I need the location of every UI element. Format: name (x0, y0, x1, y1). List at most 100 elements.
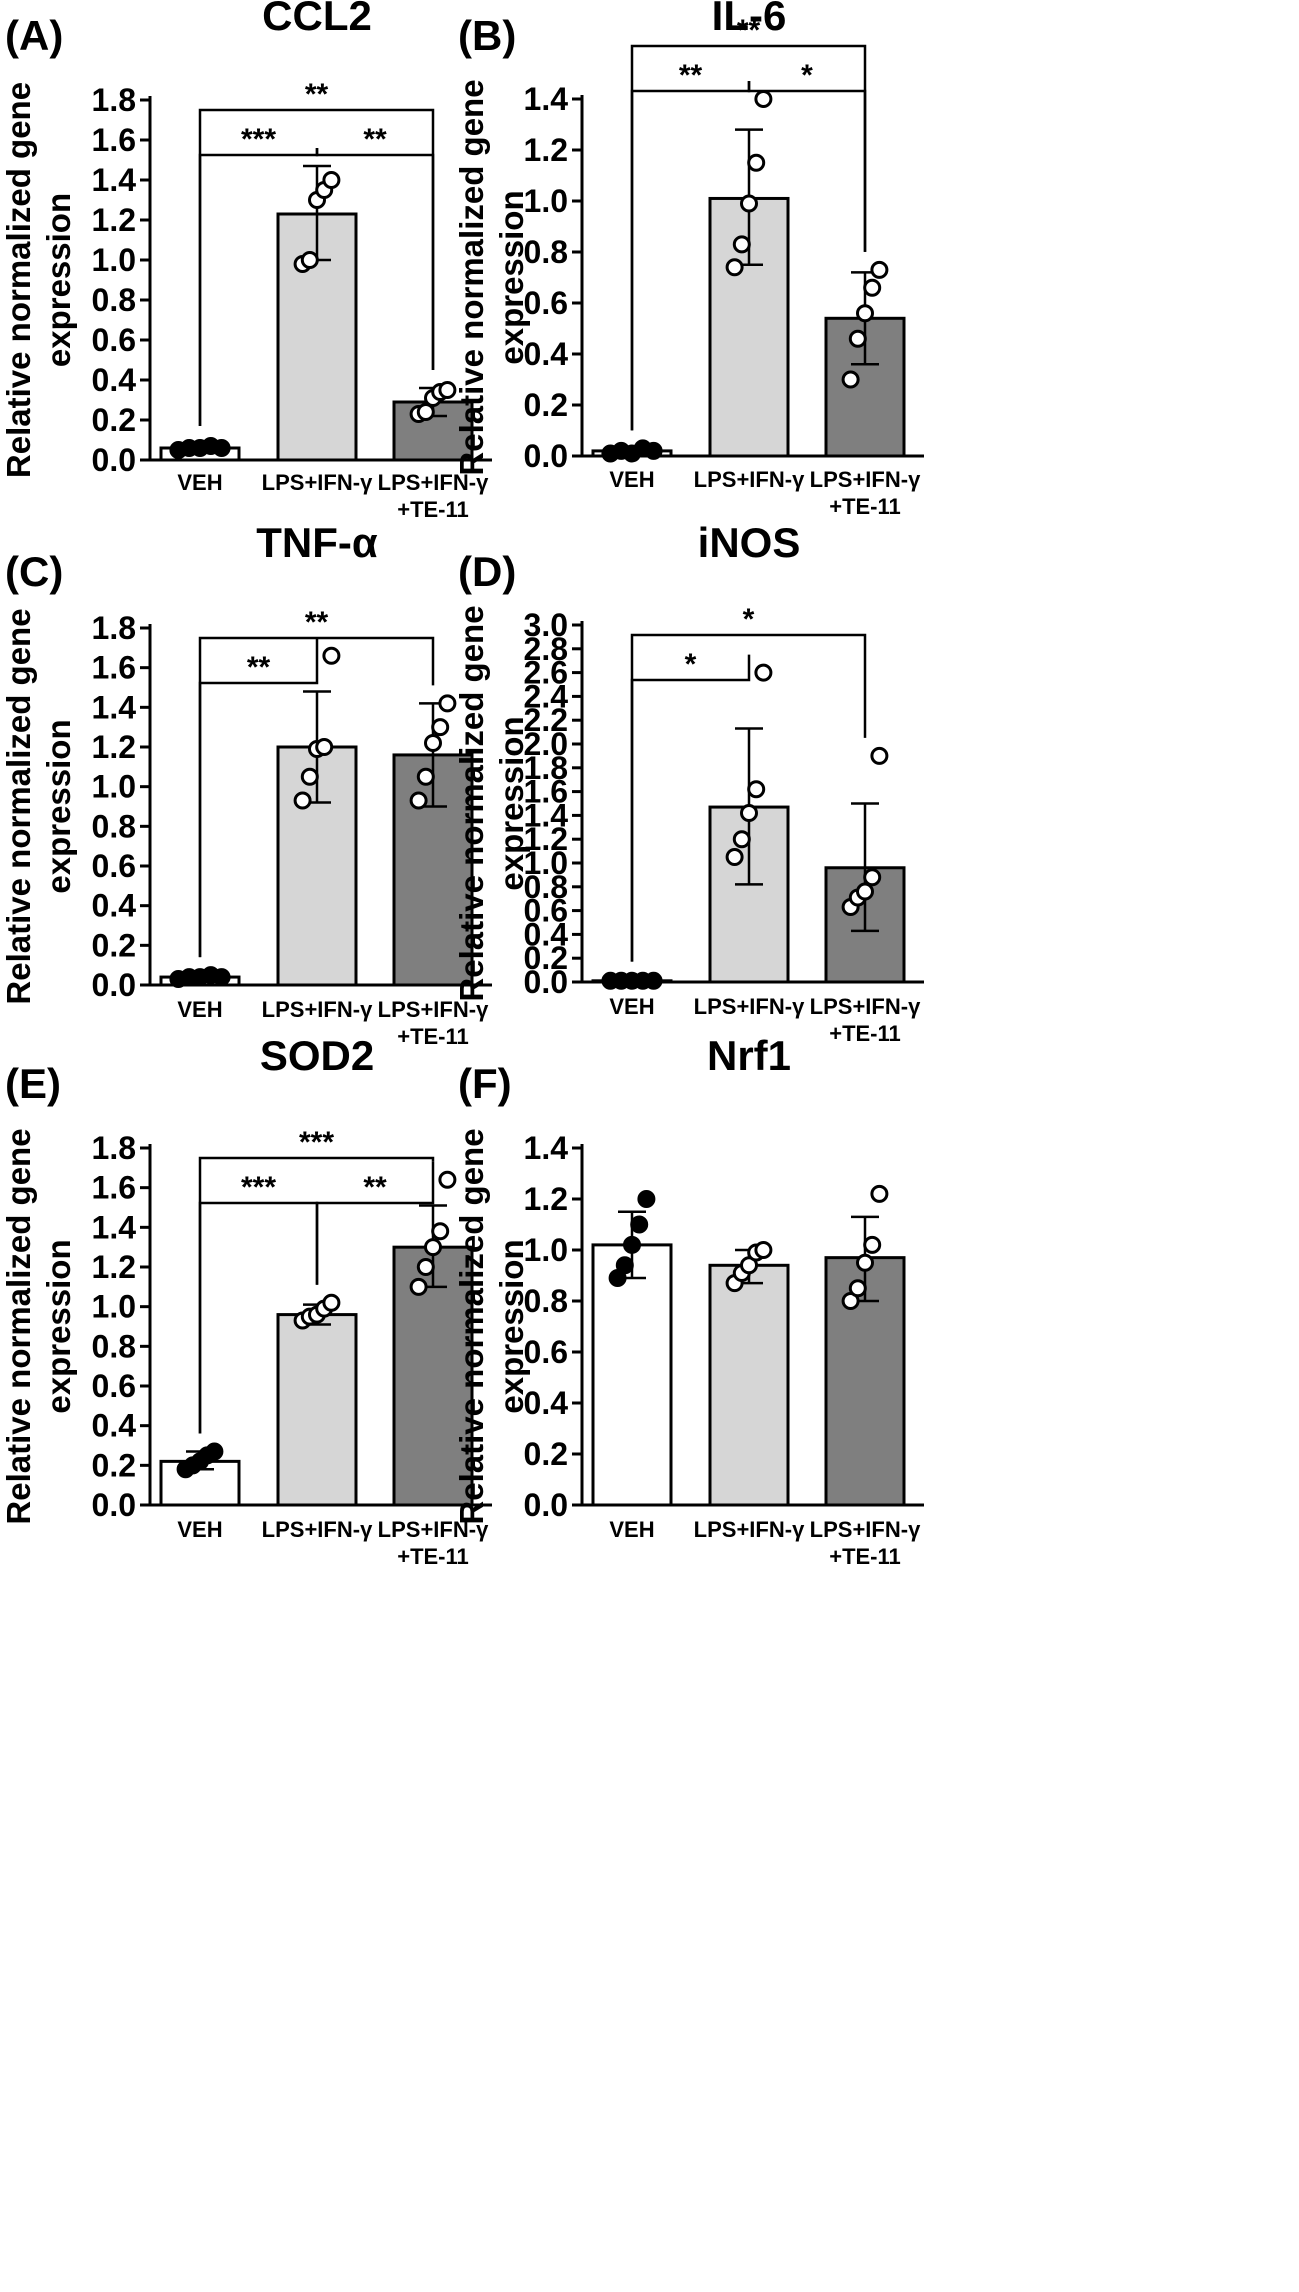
y-axis-label: Relative normalized geneexpression (453, 605, 530, 1001)
chart-title: IL-6 (712, 0, 787, 39)
data-point (409, 1277, 428, 1296)
y-tick-label: 1.2 (524, 821, 568, 857)
y-tick-label: 0.6 (92, 322, 136, 358)
significance-label: ** (247, 651, 271, 684)
significance-bracket (198, 108, 435, 426)
y-tick-label: 0.8 (92, 282, 136, 318)
bar (708, 1263, 790, 1507)
chart-title: TNF-α (256, 519, 378, 566)
y-tick-label: 0.8 (92, 1328, 136, 1364)
x-tick-label: +TE-11 (829, 494, 901, 519)
x-tick-label: VEH (177, 470, 222, 495)
data-point (416, 1258, 435, 1276)
data-point (424, 734, 442, 753)
significance-label: *** (241, 123, 276, 156)
chart-title: Nrf1 (707, 1032, 791, 1079)
y-tick-label: 0.6 (92, 848, 136, 884)
data-point (300, 251, 319, 269)
data-point (300, 767, 319, 786)
y-tick-label: 0.0 (524, 964, 568, 1000)
significance-label: * (685, 648, 697, 681)
data-point (732, 235, 751, 254)
y-tick-label: 2.4 (524, 678, 569, 714)
data-point (740, 804, 758, 823)
data-point (212, 968, 231, 987)
y-tick-label: 0.0 (524, 1487, 568, 1523)
x-tick-label: +TE-11 (829, 1544, 901, 1569)
y-tick-label: 1.2 (92, 202, 136, 238)
significance-label: ** (737, 14, 761, 47)
data-point (322, 171, 341, 189)
y-tick-label: 0.6 (524, 1334, 568, 1370)
x-tick-label: +TE-11 (397, 497, 469, 522)
y-axis-label-line: Relative normalized gene (453, 1128, 490, 1524)
bar (392, 1245, 474, 1507)
y-axis-label-line: Relative normalized gene (0, 82, 37, 478)
data-point (725, 258, 744, 277)
bar (276, 1313, 358, 1507)
chart-title: CCL2 (262, 0, 372, 39)
x-tick-label: LPS+IFN-γ (262, 1517, 373, 1542)
y-axis-label-line: expression (493, 716, 530, 890)
x-tick-label: LPS+IFN-γ (810, 467, 921, 492)
y-tick-label: 1.0 (524, 845, 568, 881)
data-point (848, 1279, 867, 1298)
data-point (315, 738, 334, 756)
data-point (630, 1215, 649, 1234)
chart-panel-nrf1: (F) Nrf1 Relative normalized geneexpressio… (453, 1032, 924, 1569)
data-point (863, 868, 882, 887)
x-tick-label: LPS+IFN-γ (262, 997, 373, 1022)
x-tick-label: VEH (177, 1517, 222, 1542)
y-tick-label: 1.0 (92, 769, 136, 805)
y-tick-label: 0.2 (92, 1447, 136, 1483)
data-point (740, 194, 758, 213)
y-tick-label: 0.2 (524, 387, 568, 423)
significance-label: *** (299, 1126, 334, 1159)
data-point (732, 830, 751, 849)
data-point (747, 780, 766, 799)
y-axis-label-line: Relative normalized gene (0, 608, 37, 1004)
x-tick-label: VEH (609, 467, 654, 492)
data-point (205, 1442, 224, 1461)
y-tick-label: 1.2 (524, 1181, 568, 1217)
y-tick-label: 1.2 (92, 1249, 136, 1285)
x-tick-label: LPS+IFN-γ (378, 997, 489, 1022)
significance-bracket (315, 1161, 435, 1285)
data-point (848, 329, 867, 348)
y-tick-label: 0.0 (92, 967, 136, 1003)
y-tick-label: 2.8 (524, 631, 568, 667)
y-tick-label: 1.6 (92, 650, 136, 686)
chart-title: iNOS (698, 519, 801, 566)
data-point (212, 439, 231, 457)
data-point (754, 90, 773, 108)
data-point (870, 746, 889, 765)
y-axis-label-line: expression (40, 1239, 77, 1413)
y-tick-label: 0.6 (92, 1368, 136, 1404)
y-tick-label: 1.6 (92, 122, 136, 158)
data-point (322, 1293, 341, 1312)
y-tick-label: 0.8 (524, 869, 568, 905)
x-tick-label: LPS+IFN-γ (694, 994, 805, 1019)
data-point (725, 848, 744, 867)
data-point (637, 1190, 656, 1208)
y-tick-label: 1.4 (92, 689, 137, 725)
data-point (424, 1238, 442, 1257)
data-point (416, 403, 435, 421)
significance-label: *** (241, 1171, 276, 1204)
y-tick-label: 1.8 (524, 750, 568, 786)
data-point (438, 694, 457, 713)
y-tick-label: 0.2 (524, 940, 568, 976)
significance-bracket (198, 1156, 435, 1434)
chart-panel-inos: (D) iNOS Relative normalized geneexpressio… (453, 519, 924, 1046)
data-point (856, 882, 874, 901)
y-tick-label: 0.8 (524, 1283, 568, 1319)
data-point (856, 1253, 874, 1272)
y-axis-label-line: expression (493, 190, 530, 364)
x-tick-label: LPS+IFN-γ (262, 470, 373, 495)
data-point (754, 1241, 773, 1259)
y-tick-label: 1.2 (524, 132, 568, 168)
significance-label: * (801, 59, 813, 92)
significance-label: ** (305, 606, 329, 639)
y-tick-label: 0.4 (524, 916, 569, 952)
